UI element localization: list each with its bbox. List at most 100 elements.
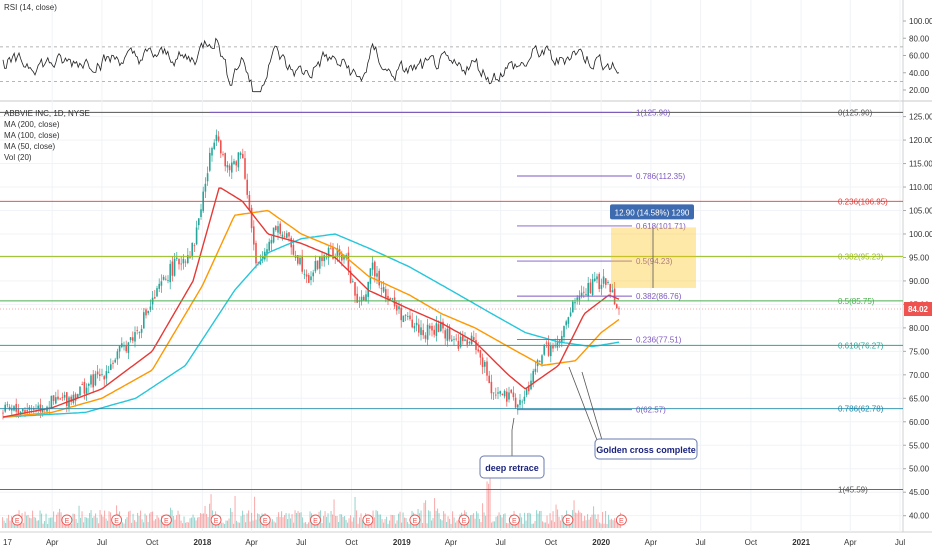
- volume-bar: [56, 514, 58, 528]
- volume-bar: [95, 513, 97, 528]
- volume-bar: [302, 517, 304, 528]
- volume-bar: [498, 512, 500, 528]
- volume-bar: [332, 514, 334, 528]
- volume-bar: [452, 511, 454, 528]
- fib-left-label: 0.382(86.76): [636, 292, 682, 301]
- candle-body: [275, 226, 277, 231]
- candle-body: [435, 323, 438, 336]
- candle-body: [270, 239, 273, 244]
- volume-bar: [45, 513, 47, 528]
- candle-body: [206, 173, 209, 182]
- volume-bar: [333, 499, 335, 528]
- candle-body: [235, 161, 237, 166]
- volume-bar: [312, 522, 314, 528]
- volume-bar: [245, 522, 247, 528]
- volume-bar: [177, 510, 179, 528]
- candle-body: [138, 331, 141, 333]
- volume-bar: [246, 513, 248, 528]
- candle-body: [101, 374, 103, 376]
- candle-body: [578, 296, 581, 300]
- earnings-icon-letter: E: [15, 518, 20, 525]
- volume-bar: [179, 514, 181, 528]
- volume-bar: [398, 513, 400, 528]
- candle-body: [165, 278, 167, 280]
- volume-bar: [597, 514, 599, 528]
- volume-bar: [258, 514, 260, 528]
- volume-bar: [51, 517, 53, 528]
- volume-bar: [441, 520, 443, 528]
- price-tick-label: 55.00: [909, 441, 930, 450]
- candle-body: [50, 395, 53, 408]
- volume-bar: [429, 511, 431, 528]
- candle-body: [587, 283, 589, 297]
- volume-bar: [509, 522, 511, 528]
- volume-bar: [294, 510, 296, 528]
- volume-bar: [449, 518, 451, 528]
- candle-body: [552, 345, 554, 349]
- volume-bar: [506, 522, 508, 528]
- candle-body: [125, 345, 127, 352]
- candle-body: [231, 162, 233, 173]
- candle-body: [600, 284, 603, 289]
- current-price-tag: [904, 302, 932, 317]
- volume-bar: [555, 504, 557, 528]
- volume-bar: [176, 515, 178, 528]
- candle-body: [585, 294, 587, 296]
- deep-retrace-box: [479, 455, 545, 479]
- volume-bar: [200, 513, 202, 528]
- volume-bar: [407, 522, 409, 528]
- fib-left-label: 0.618(101.71): [636, 222, 686, 231]
- volume-bar: [228, 518, 230, 528]
- volume-bar: [444, 513, 446, 528]
- volume-bar: [347, 522, 349, 528]
- candle-body: [162, 276, 165, 280]
- volume-bar: [173, 516, 175, 528]
- candle-body: [332, 246, 334, 259]
- candle-body: [525, 387, 528, 396]
- candle-body: [369, 268, 372, 284]
- volume-bar: [35, 517, 37, 528]
- candle-body: [576, 297, 578, 300]
- price-tick-label: 45.00: [909, 488, 930, 497]
- volume-bar: [267, 521, 269, 528]
- time-tick-label: Jul: [496, 538, 506, 547]
- volume-bar: [285, 512, 287, 528]
- volume-bar: [240, 516, 242, 528]
- candle-body: [404, 314, 407, 316]
- volume-bar: [453, 517, 455, 528]
- candle-body: [572, 301, 574, 313]
- volume-bar: [33, 517, 35, 528]
- chart-title: ABBVIE INC, 1D, NYSE: [4, 109, 90, 118]
- candle-body: [426, 324, 429, 340]
- volume-bar: [599, 522, 601, 528]
- candle-body: [607, 281, 609, 283]
- time-tick-label: Jul: [895, 538, 905, 547]
- volume-bar: [30, 518, 32, 528]
- volume-bar: [236, 520, 238, 528]
- volume-bar: [134, 520, 136, 528]
- golden-cross-box: [594, 438, 698, 460]
- time-tick-label: Jul: [97, 538, 107, 547]
- volume-bar: [386, 516, 388, 528]
- candle-body: [204, 183, 207, 192]
- candle-body: [132, 337, 134, 341]
- volume-bar: [147, 522, 149, 528]
- volume-bar: [156, 515, 158, 528]
- volume-bar: [315, 523, 317, 528]
- candle-body: [305, 274, 308, 277]
- candle-body: [589, 282, 592, 294]
- volume-bar: [60, 512, 62, 528]
- volume-bar: [278, 512, 280, 528]
- candle-body: [433, 329, 435, 335]
- fib-right-label: 0.236(106.95): [838, 197, 888, 206]
- volume-bar: [3, 520, 5, 528]
- candle-body: [341, 254, 343, 261]
- candle-body: [277, 226, 279, 233]
- volume-bar: [107, 520, 109, 528]
- candle-body: [297, 255, 299, 264]
- volume-bar: [374, 517, 376, 528]
- volume-bar: [482, 503, 484, 528]
- candle-body: [380, 288, 383, 289]
- volume-bar: [50, 517, 52, 528]
